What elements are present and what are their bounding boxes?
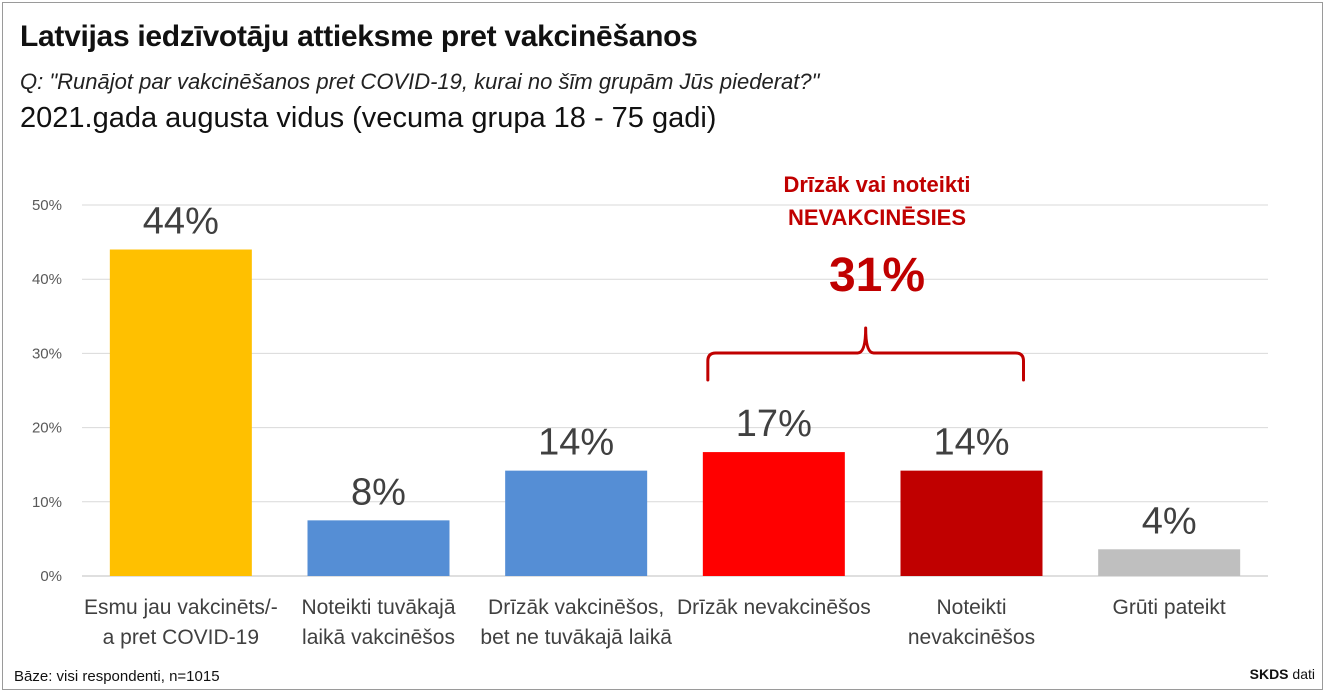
bar — [1098, 549, 1241, 576]
category-label: bet ne tuvākajā laikā — [480, 626, 672, 649]
annotation-text: Drīzāk vai noteikti — [783, 172, 970, 197]
data-label: 8% — [351, 471, 406, 513]
survey-question: Q: "Runājot par vakcinēšanos pret COVID-… — [20, 69, 820, 94]
source-suffix: dati — [1288, 666, 1315, 682]
category-label: a pret COVID-19 — [103, 626, 259, 649]
data-label: 4% — [1142, 500, 1197, 542]
annotation-text: NEVAKCINĒSIES — [788, 205, 966, 230]
y-tick-label: 40% — [32, 271, 62, 288]
data-label: 44% — [143, 201, 219, 243]
bar — [702, 452, 845, 576]
annotation-bracket — [706, 326, 1025, 382]
y-tick-label: 0% — [40, 568, 62, 585]
source-note: SKDS dati — [1250, 666, 1315, 682]
annotation-value: 31% — [829, 249, 925, 302]
bar — [109, 249, 252, 576]
category-label: laikā vakcinēšos — [302, 626, 455, 649]
survey-period: 2021.gada augusta vidus (vecuma grupa 18… — [20, 102, 717, 134]
data-label: 14% — [933, 422, 1009, 464]
bar — [505, 470, 648, 576]
chart-title: Latvijas iedzīvotāju attieksme pret vakc… — [20, 20, 698, 53]
data-label: 14% — [538, 422, 614, 464]
category-label: Noteikti tuvākajā — [301, 596, 455, 619]
category-label: Drīzāk vakcinēšos, — [488, 596, 664, 619]
category-label: Drīzāk nevakcinēšos — [677, 596, 871, 619]
bar — [900, 470, 1043, 576]
category-label: Esmu jau vakcinēts/- — [84, 596, 278, 619]
base-note: Bāze: visi respondenti, n=1015 — [14, 668, 220, 685]
y-tick-label: 10% — [32, 494, 62, 511]
bar — [307, 520, 450, 576]
category-label: Grūti pateikt — [1113, 596, 1226, 619]
category-label: Noteikti — [936, 596, 1006, 619]
y-tick-label: 50% — [32, 197, 62, 214]
y-tick-label: 30% — [32, 345, 62, 362]
source-brand: SKDS — [1249, 666, 1289, 682]
y-tick-label: 20% — [32, 420, 62, 437]
category-label: nevakcinēšos — [908, 626, 1035, 649]
data-label: 17% — [736, 403, 812, 445]
